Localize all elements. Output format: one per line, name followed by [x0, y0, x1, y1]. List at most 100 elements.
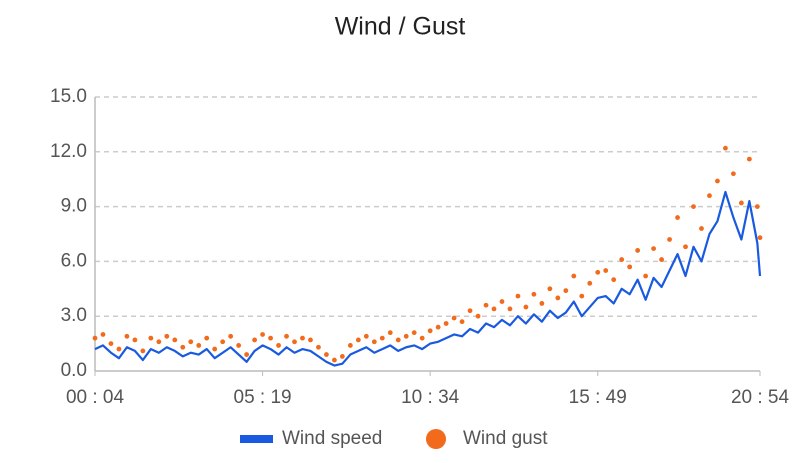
gust-dot: [595, 269, 601, 275]
gust-dot: [571, 273, 577, 279]
y-tick-label: 6.0: [61, 250, 87, 271]
gust-dot: [443, 321, 449, 326]
x-tick-label: 00 : 04: [66, 387, 125, 408]
x-tick-label: 10 : 34: [401, 387, 460, 408]
gust-dot: [124, 333, 130, 339]
gust-dot: [300, 335, 305, 341]
x-tick-label: 20 : 54: [731, 387, 790, 408]
gust-dot: [683, 244, 688, 250]
gust-dot: [411, 330, 417, 336]
gust-dot: [667, 237, 672, 242]
gust-dot: [675, 215, 680, 220]
gust-dot: [260, 332, 265, 337]
gust-dot: [316, 344, 321, 350]
gust-dot: [451, 315, 457, 321]
gust-dot: [491, 306, 497, 312]
gust-dot: [707, 193, 712, 199]
gust-dot: [738, 200, 744, 206]
gust-dot: [140, 348, 146, 354]
gust-dot: [507, 306, 513, 312]
gust-dot: [284, 333, 289, 339]
gust-dot: [523, 304, 529, 310]
gust-dot: [395, 337, 401, 343]
gust-dot: [757, 235, 763, 241]
gust-dot: [228, 333, 234, 339]
gust-dot: [483, 302, 489, 308]
y-tick-label: 3.0: [61, 305, 87, 326]
gust-dot: [659, 257, 664, 262]
gust-dot: [467, 308, 473, 314]
gust-dot: [339, 353, 345, 359]
gust-dot: [547, 286, 553, 292]
legend-swatch: [426, 429, 446, 449]
gust-dot: [132, 337, 138, 343]
gust-dot: [603, 268, 609, 273]
gust-dot: [292, 339, 297, 345]
gust-dot: [427, 328, 433, 334]
gust-dot: [379, 335, 385, 341]
gust-dot: [276, 343, 281, 348]
gust-dot: [723, 145, 728, 151]
gust-dot: [643, 273, 649, 279]
x-tick-label: 15 : 49: [569, 387, 627, 408]
gust-dot: [220, 339, 226, 345]
gust-dot: [324, 352, 329, 357]
gust-dot: [539, 301, 545, 306]
gust-dot: [563, 288, 569, 294]
gust-dot: [579, 293, 585, 299]
legend-label: Wind speed: [282, 428, 382, 449]
gust-dot: [252, 337, 257, 343]
gust-dot: [363, 333, 369, 339]
gust-dot: [627, 264, 633, 270]
gust-dot: [611, 277, 617, 283]
gust-dot: [754, 204, 760, 210]
gust-dot: [435, 324, 441, 330]
x-tick-label: 05 : 19: [234, 387, 292, 408]
gust-dot: [371, 339, 377, 345]
wind-speed-line: [94, 190, 762, 367]
gust-dot: [355, 337, 361, 343]
gust-dot: [651, 246, 656, 252]
y-tick-label: 15.0: [50, 86, 87, 107]
gust-dot: [699, 226, 704, 231]
gust-dot: [746, 156, 752, 162]
gust-dot: [148, 335, 154, 341]
gust-dot: [587, 280, 593, 286]
y-tick-label: 0.0: [61, 360, 87, 381]
gust-dot: [459, 319, 465, 325]
gust-dot: [204, 335, 210, 341]
chart-title: Wind / Gust: [335, 13, 466, 41]
gust-dot: [691, 204, 696, 210]
legend-swatch: [240, 435, 273, 443]
gust-dot: [403, 333, 409, 339]
gust-dot: [387, 330, 393, 336]
gust-dot: [731, 171, 736, 177]
gust-dot: [268, 335, 273, 341]
gust-dot: [100, 332, 106, 337]
gust-dot: [555, 295, 561, 301]
gust-dot: [475, 313, 481, 319]
gust-dot: [116, 346, 122, 352]
gust-dot: [715, 178, 720, 184]
gust-dot: [531, 291, 537, 297]
legend-label: Wind gust: [463, 428, 548, 449]
gust-dot: [188, 339, 194, 345]
gust-dot: [635, 248, 641, 253]
gust-dot: [236, 343, 242, 348]
y-tick-label: 12.0: [50, 141, 87, 162]
y-tick-label: 9.0: [61, 196, 87, 217]
gust-dot: [419, 335, 425, 341]
gust-dot: [515, 293, 521, 299]
gust-dot: [619, 257, 625, 262]
gust-dot: [172, 337, 178, 343]
gust-dot: [212, 346, 218, 352]
gust-dot: [244, 352, 250, 357]
gust-dot: [108, 341, 114, 346]
gust-dot: [308, 337, 313, 343]
gust-dot: [332, 357, 337, 363]
gust-dot: [499, 299, 505, 304]
gust-dot: [347, 343, 353, 348]
gust-dot: [164, 333, 170, 339]
